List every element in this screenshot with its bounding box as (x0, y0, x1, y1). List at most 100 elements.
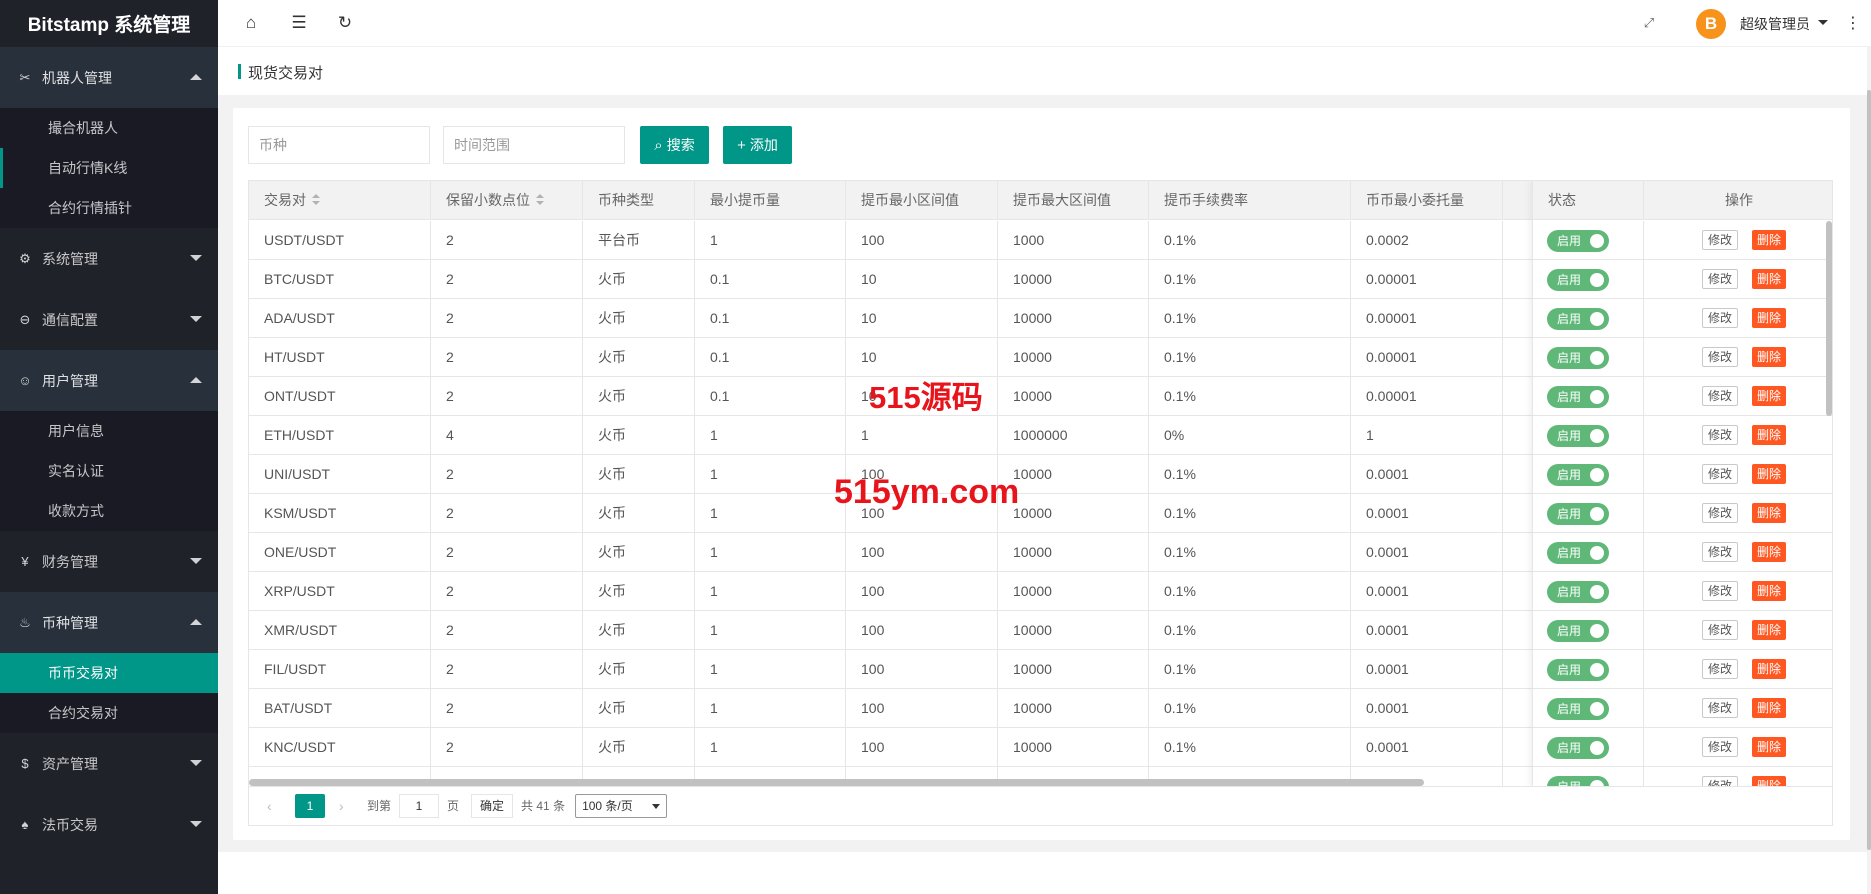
coin-search-input[interactable]: 币种 (248, 126, 430, 164)
delete-button[interactable]: 删除 (1752, 308, 1787, 328)
status-toggle[interactable]: 启用 (1547, 308, 1609, 330)
delete-button[interactable]: 删除 (1752, 503, 1787, 523)
table-cell: 10000 (998, 299, 1149, 338)
column-header-decimals[interactable]: 保留小数点位 (431, 181, 583, 220)
menu-group-system[interactable]: ⚙ 系统管理 (0, 228, 218, 289)
page-number-current[interactable]: 1 (295, 793, 325, 818)
delete-button[interactable]: 删除 (1752, 581, 1787, 601)
column-header-pair[interactable]: 交易对 (249, 181, 431, 220)
status-toggle[interactable]: 启用 (1547, 386, 1609, 408)
edit-button[interactable]: 修改 (1702, 737, 1739, 757)
table-cell: 2 (431, 572, 583, 611)
edit-button[interactable]: 修改 (1702, 698, 1739, 718)
menu-group-comm[interactable]: ⊖ 通信配置 (0, 289, 218, 350)
search-button[interactable]: ⌕ 搜索 (640, 126, 709, 164)
edit-button[interactable]: 修改 (1702, 347, 1739, 367)
edit-button[interactable]: 修改 (1702, 542, 1739, 562)
page-jump-input[interactable]: 1 (399, 793, 440, 818)
table-cell: ONT/USDT (249, 377, 431, 416)
delete-button[interactable]: 删除 (1752, 737, 1787, 757)
delete-button[interactable]: 删除 (1752, 698, 1787, 718)
delete-button[interactable]: 删除 (1752, 269, 1787, 289)
sidebar-item-contract-spike[interactable]: 合约行情插针 (48, 200, 132, 216)
status-toggle[interactable]: 启用 (1547, 464, 1609, 486)
menu-group-coin[interactable]: ♨ 币种管理 (0, 592, 218, 653)
status-toggle[interactable]: 启用 (1547, 269, 1609, 291)
edit-button[interactable]: 修改 (1702, 659, 1739, 679)
sidebar-item-spot-pairs[interactable]: 币币交易对 (0, 653, 218, 693)
status-toggle[interactable]: 启用 (1547, 230, 1609, 252)
status-toggle[interactable]: 启用 (1547, 776, 1609, 786)
status-toggle[interactable]: 启用 (1547, 620, 1609, 642)
edit-button[interactable]: 修改 (1702, 776, 1739, 786)
status-toggle[interactable]: 启用 (1547, 659, 1609, 681)
menu-group-finance[interactable]: ¥ 财务管理 (0, 531, 218, 592)
menu-group-fiat[interactable]: ♠ 法币交易 (0, 794, 218, 855)
sidebar-item-contract-pairs[interactable]: 合约交易对 (48, 705, 118, 721)
edit-button[interactable]: 修改 (1702, 230, 1739, 250)
table-cell: 2 (431, 377, 583, 416)
delete-button[interactable]: 删除 (1752, 776, 1787, 786)
dollar-icon: $ (21, 755, 29, 771)
page-size-select[interactable]: 100 条/页 (575, 793, 668, 818)
home-icon[interactable]: ⌂ (245, 13, 257, 32)
table-cell: 2 (431, 455, 583, 494)
fullscreen-icon[interactable]: ⤢ (1643, 15, 1655, 30)
row-actions: 修改 删除 (1702, 542, 1787, 562)
status-toggle[interactable]: 启用 (1547, 737, 1609, 759)
sidebar-item-user-info[interactable]: 用户信息 (48, 423, 104, 439)
delete-button[interactable]: 删除 (1752, 542, 1787, 562)
status-toggle[interactable]: 启用 (1547, 503, 1609, 525)
status-toggle-label: 启用 (1557, 546, 1582, 560)
menu-group-asset[interactable]: $ 资产管理 (0, 733, 218, 794)
edit-button[interactable]: 修改 (1702, 386, 1739, 406)
delete-button[interactable]: 删除 (1752, 620, 1787, 640)
delete-button[interactable]: 删除 (1752, 230, 1787, 250)
more-vertical-icon[interactable]: ⋮ (1845, 15, 1861, 32)
add-button[interactable]: + 添加 (723, 126, 792, 164)
avatar[interactable]: B (1696, 9, 1726, 39)
page-jump-confirm-button[interactable]: 确定 (471, 793, 514, 818)
sidebar-item-payment[interactable]: 收款方式 (48, 503, 104, 519)
menu-group-user[interactable]: ☺ 用户管理 (0, 350, 218, 411)
table-cell: 0.1% (1149, 650, 1351, 689)
status-toggle[interactable]: 启用 (1547, 698, 1609, 720)
app-logo[interactable]: Bitstamp 系统管理 (0, 0, 218, 47)
page-scrollbar[interactable] (1867, 90, 1871, 850)
sort-icon[interactable] (536, 194, 544, 206)
edit-button[interactable]: 修改 (1702, 503, 1739, 523)
status-toggle[interactable]: 启用 (1547, 425, 1609, 447)
chevron-down-icon[interactable] (1818, 20, 1828, 25)
menu-collapse-icon[interactable]: ☰ (291, 13, 307, 32)
delete-button[interactable]: 删除 (1752, 347, 1787, 367)
vertical-scrollbar[interactable] (1826, 221, 1832, 416)
horizontal-scrollbar[interactable] (249, 779, 1424, 786)
delete-button[interactable]: 删除 (1752, 386, 1787, 406)
table-cell: 火币 (583, 572, 695, 611)
refresh-icon[interactable]: ↻ (337, 13, 353, 32)
prev-page-icon[interactable]: ‹ (267, 797, 272, 814)
delete-button[interactable]: 删除 (1752, 425, 1787, 445)
edit-button[interactable]: 修改 (1702, 464, 1739, 484)
menu-group-robot[interactable]: ✂ 机器人管理 (0, 47, 218, 108)
sidebar-item-match-robot[interactable]: 撮合机器人 (48, 120, 118, 136)
delete-button[interactable]: 删除 (1752, 464, 1787, 484)
sidebar-item-realname[interactable]: 实名认证 (48, 463, 104, 479)
delete-button[interactable]: 删除 (1752, 659, 1787, 679)
admin-name[interactable]: 超级管理员 (1740, 16, 1810, 32)
edit-button[interactable]: 修改 (1702, 425, 1739, 445)
sidebar-item-auto-kline[interactable]: 自动行情K线 (0, 148, 218, 188)
edit-button[interactable]: 修改 (1702, 581, 1739, 601)
status-toggle[interactable]: 启用 (1547, 347, 1609, 369)
toggle-knob (1590, 546, 1604, 560)
table-cell: 火币 (583, 299, 695, 338)
time-range-input[interactable]: 时间范围 (443, 126, 625, 164)
sort-icon[interactable] (312, 194, 320, 206)
edit-button[interactable]: 修改 (1702, 308, 1739, 328)
next-page-icon[interactable]: › (339, 797, 344, 814)
edit-button[interactable]: 修改 (1702, 620, 1739, 640)
table-cell: 100 (846, 611, 998, 650)
edit-button[interactable]: 修改 (1702, 269, 1739, 289)
status-toggle[interactable]: 启用 (1547, 581, 1609, 603)
status-toggle[interactable]: 启用 (1547, 542, 1609, 564)
